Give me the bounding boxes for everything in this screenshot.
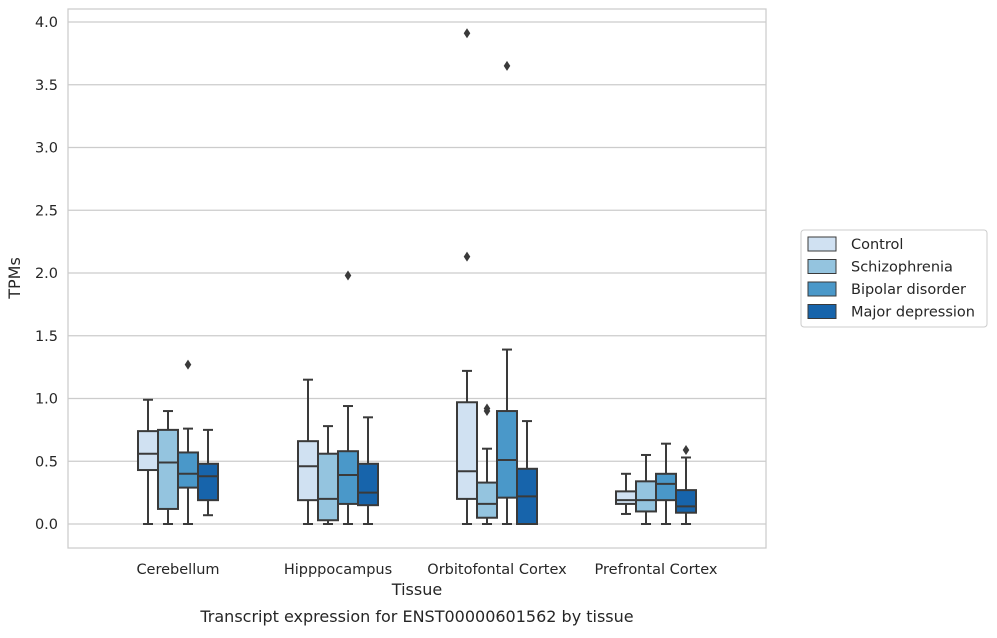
legend-swatch	[807, 236, 837, 252]
box-body	[297, 440, 319, 502]
box-body	[317, 452, 339, 522]
box-body	[456, 401, 478, 500]
box	[615, 472, 637, 515]
y-tick-label: 3.0	[35, 141, 58, 157]
y-tick-labels: 0.0 0.5 1.0 1.5 2.0 2.5 3.0 3.5 4.0	[35, 15, 58, 533]
legend-swatch	[807, 281, 837, 297]
outlier-point	[503, 60, 511, 71]
box-body	[137, 430, 159, 472]
plot-frame	[67, 8, 767, 549]
box-body	[635, 480, 657, 513]
chart-caption: Transcript expression for ENST0000060156…	[199, 607, 633, 626]
box-body	[476, 481, 498, 519]
y-tick-label: 3.5	[35, 78, 58, 94]
outlier-point	[184, 359, 192, 370]
legend-frame	[800, 229, 988, 328]
outlier-point	[463, 251, 471, 262]
y-axis-label: TPMs	[5, 257, 24, 300]
box	[456, 28, 478, 525]
box-body	[615, 490, 637, 505]
box-body	[357, 462, 379, 507]
box-body	[655, 472, 677, 502]
outlier-point	[682, 444, 690, 455]
outlier-point	[483, 403, 491, 414]
y-tick-label: 0.0	[35, 517, 58, 533]
box	[476, 403, 498, 525]
box	[197, 428, 219, 517]
y-tick-label: 1.0	[35, 392, 58, 408]
x-axis-label: Tissue	[391, 580, 442, 599]
box	[496, 60, 518, 525]
legend: Control Schizophrenia Bipolar disorder Majo…	[800, 229, 988, 328]
x-tick-label: Hipppocampus	[284, 562, 392, 578]
y-tick-label: 2.5	[35, 203, 58, 219]
legend-label: Control	[851, 237, 903, 253]
legend-item: Major depression	[807, 304, 975, 321]
outlier-point	[463, 28, 471, 39]
box	[516, 420, 538, 525]
box-body	[177, 451, 199, 489]
y-tick-label: 1.5	[35, 329, 58, 345]
box-body	[337, 450, 359, 505]
legend-item: Schizophrenia	[807, 259, 953, 276]
x-tick-labels: Cerebellum Hipppocampus Orbitofontal Corte…	[136, 562, 717, 578]
box	[357, 416, 379, 525]
box-body	[197, 462, 219, 502]
legend-label: Schizophrenia	[851, 260, 953, 276]
legend-item: Control	[807, 236, 903, 253]
legend-item: Bipolar disorder	[807, 281, 966, 298]
box-body	[675, 489, 697, 514]
legend-label: Major depression	[851, 305, 975, 321]
box	[675, 444, 697, 525]
box	[317, 425, 339, 525]
box	[337, 270, 359, 525]
box-body	[496, 410, 518, 499]
box	[655, 442, 677, 525]
y-tick-label: 2.0	[35, 266, 58, 282]
legend-label: Bipolar disorder	[851, 282, 966, 298]
y-tick-label: 4.0	[35, 15, 58, 31]
outlier-point	[344, 270, 352, 281]
x-tick-label: Prefrontal Cortex	[595, 562, 718, 578]
legend-swatch	[807, 304, 837, 319]
x-tick-label: Cerebellum	[136, 562, 219, 578]
box-groups	[137, 28, 697, 525]
y-tick-label: 0.5	[35, 454, 58, 470]
legend-swatch	[807, 259, 837, 274]
box-body	[157, 428, 179, 510]
x-tick-label: Orbitofontal Cortex	[427, 562, 567, 578]
